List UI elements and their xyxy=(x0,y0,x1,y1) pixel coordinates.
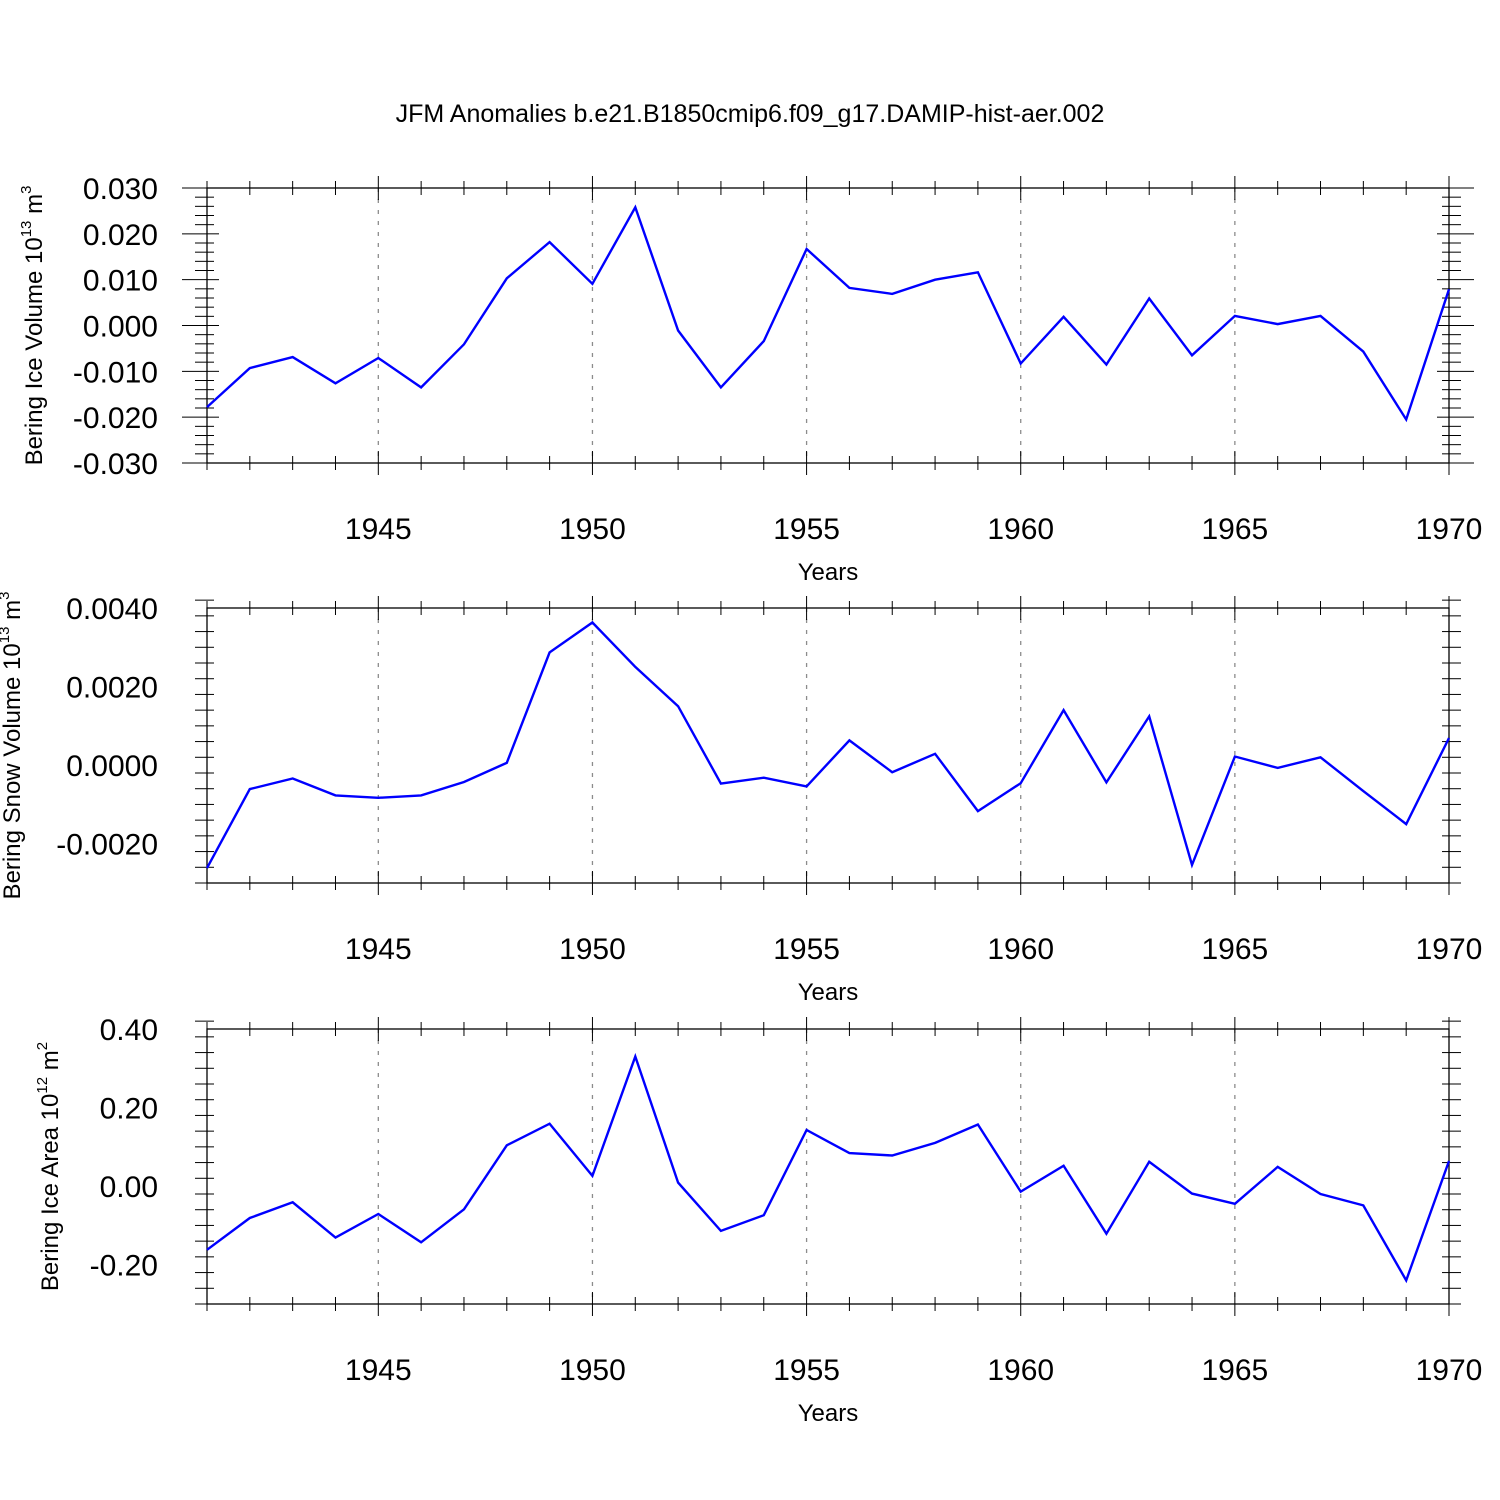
y-axis-label-exponent: 13 xyxy=(0,627,13,644)
y-tick-label: 0.40 xyxy=(100,1014,158,1047)
y-axis-label-unit-exponent: 3 xyxy=(18,186,35,194)
x-tick-label: 1945 xyxy=(345,513,412,546)
y-tick-label: -0.20 xyxy=(90,1250,158,1283)
x-axis-label: Years xyxy=(798,979,859,1006)
x-tick-label: 1970 xyxy=(1416,933,1483,966)
series-line xyxy=(206,204,1451,423)
y-tick-label: 0.010 xyxy=(83,265,158,298)
y-tick-label: 0.030 xyxy=(83,173,158,206)
plot-frame xyxy=(206,187,1450,464)
y-tick-label: 0.000 xyxy=(83,311,158,344)
series-line xyxy=(205,620,1451,869)
y-tick-label: 0.0040 xyxy=(66,593,158,626)
plot-frame xyxy=(206,607,1450,884)
panel-1: -0.030 -0.020 -0.010 0.000 0.010 0.020 0.030 19… xyxy=(18,173,1482,586)
y-axis-label-text: Bering Ice Volume 10 xyxy=(21,237,48,465)
y-tick-label: -0.030 xyxy=(73,448,158,481)
y-axis-label: Bering Snow Volume 1013 m3 xyxy=(0,592,26,900)
x-tick-label: 1960 xyxy=(987,933,1054,966)
y-axis-label-unit-exponent: 2 xyxy=(34,1042,51,1050)
y-axis-label-text: Bering Snow Volume 10 xyxy=(0,643,26,899)
panel-3: -0.20 0.00 0.20 0.40 1945 1950 1955 1960 1965 197… xyxy=(34,1014,1482,1427)
y-axis-label-unit-exponent: 3 xyxy=(0,592,13,600)
y-axis-label-text: Bering Ice Area 10 xyxy=(37,1094,64,1291)
y-tick-label: 0.0020 xyxy=(66,672,158,705)
x-tick-label: 1955 xyxy=(773,933,840,966)
y-tick-label: 0.020 xyxy=(83,219,158,252)
x-tick-label: 1960 xyxy=(987,513,1054,546)
x-tick-label: 1955 xyxy=(773,513,840,546)
x-tick-label: 1945 xyxy=(345,933,412,966)
plot-frame xyxy=(206,1028,1450,1305)
x-tick-label: 1960 xyxy=(987,1354,1054,1387)
x-axis-label: Years xyxy=(798,1400,859,1427)
x-tick-label: 1965 xyxy=(1201,933,1268,966)
y-axis-label-unit: m xyxy=(0,600,26,627)
y-axis-label: Bering Ice Volume 1013 m3 xyxy=(18,186,48,466)
y-axis-label-exponent: 13 xyxy=(18,221,35,238)
y-tick-label: 0.00 xyxy=(100,1171,158,1204)
x-tick-label: 1950 xyxy=(559,933,626,966)
y-tick-label: 0.20 xyxy=(100,1093,158,1126)
x-tick-label: 1970 xyxy=(1416,1354,1483,1387)
y-tick-label: 0.0000 xyxy=(66,750,158,783)
y-axis-label: Bering Ice Area 1012 m2 xyxy=(34,1042,64,1291)
y-axis-label-exponent: 12 xyxy=(34,1077,51,1094)
series-line xyxy=(206,1052,1451,1284)
x-tick-label: 1950 xyxy=(559,513,626,546)
x-tick-label: 1945 xyxy=(345,1354,412,1387)
y-axis-label-unit: m xyxy=(21,194,48,221)
figure-title: JFM Anomalies b.e21.B1850cmip6.f09_g17.D… xyxy=(396,100,1105,128)
x-tick-label: 1950 xyxy=(559,1354,626,1387)
y-tick-label: -0.010 xyxy=(73,356,158,389)
x-tick-label: 1965 xyxy=(1201,1354,1268,1387)
panel-2: -0.0020 0.0000 0.0020 0.0040 1945 1950 1955 196… xyxy=(0,592,1482,1006)
x-tick-label: 1970 xyxy=(1416,513,1483,546)
y-tick-label: -0.0020 xyxy=(56,829,158,862)
x-tick-label: 1955 xyxy=(773,1354,840,1387)
y-axis-label-unit: m xyxy=(37,1050,64,1077)
x-axis-label: Years xyxy=(798,559,859,586)
y-tick-label: -0.020 xyxy=(73,402,158,435)
x-tick-label: 1965 xyxy=(1201,513,1268,546)
